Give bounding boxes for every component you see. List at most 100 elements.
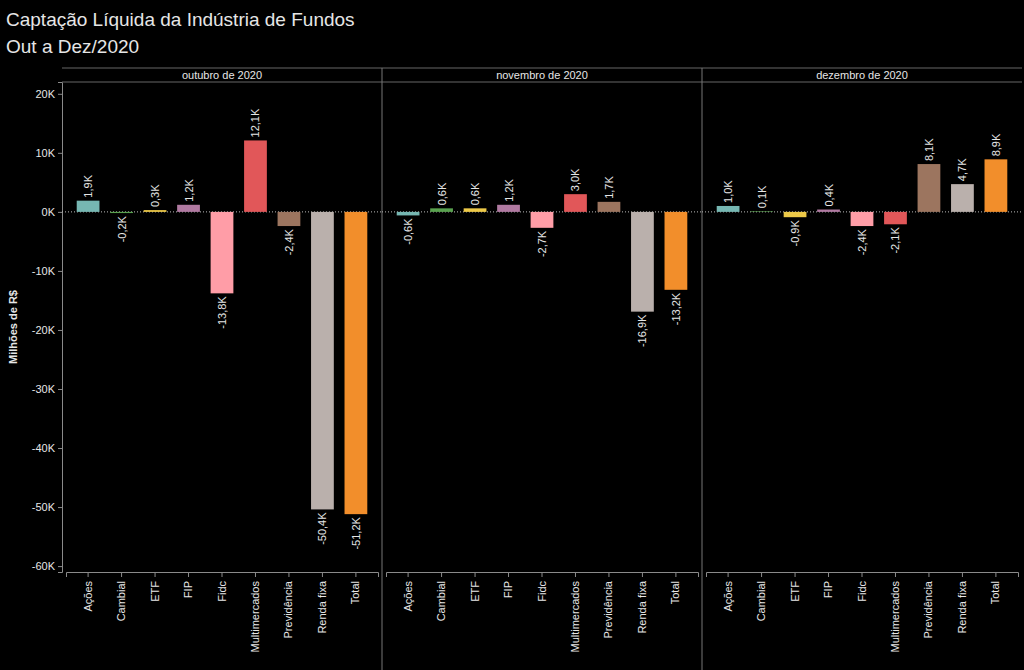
background	[0, 0, 1024, 670]
data-label: 1,7K	[603, 176, 615, 199]
y-tick: 20K	[35, 88, 62, 100]
bar	[951, 184, 974, 212]
y-tick-mark	[58, 94, 62, 95]
y-axis-title: Milhões de R$	[7, 290, 19, 364]
x-tick: ETF	[149, 572, 161, 602]
x-tick-label: Ações	[722, 581, 734, 612]
x-tick: Previdência	[282, 572, 294, 638]
data-label: -2,1K	[889, 227, 901, 254]
bar	[110, 212, 133, 213]
y-tick: 0K	[42, 206, 62, 218]
x-tick-mark	[222, 572, 223, 577]
x-tick-label: FIP	[182, 581, 194, 598]
x-tick-label: Multimercados	[569, 581, 581, 653]
y-tick: -20K	[32, 324, 62, 336]
x-tick-label: Fidc	[536, 581, 548, 602]
x-tick: Ações	[722, 572, 734, 612]
data-label: -13,2K	[670, 292, 682, 325]
data-label: -2,4K	[283, 228, 295, 255]
bar	[665, 212, 688, 290]
data-label: 1,2K	[503, 179, 515, 202]
x-tick-mark	[542, 572, 543, 577]
data-label: 1,2K	[183, 179, 195, 202]
x-tick-mark	[608, 572, 609, 577]
x-tick-label: Renda fixa	[316, 580, 328, 633]
x-axis-line	[67, 573, 379, 578]
x-tick: FIP	[502, 572, 514, 598]
x-tick-mark	[642, 572, 643, 577]
x-tick-label: Multimercados	[249, 581, 261, 653]
x-tick: Ações	[82, 572, 94, 612]
x-tick-label: Fidc	[216, 581, 228, 602]
data-label: -2,4K	[856, 228, 868, 255]
x-axis-line	[707, 573, 1019, 578]
x-tick: Cambial	[115, 572, 127, 621]
x-tick-mark	[795, 572, 796, 577]
bar	[884, 212, 907, 224]
x-tick: Previdência	[922, 572, 934, 638]
bar	[430, 208, 453, 212]
data-label: -16,9K	[636, 314, 648, 347]
x-axis: AçõesCambialETFFIPFidcMultimercadosPrevi…	[707, 572, 1019, 653]
data-label: 0,6K	[436, 182, 448, 205]
y-tick-label: -50K	[32, 501, 56, 513]
bar	[985, 159, 1008, 212]
data-label: 0,3K	[149, 184, 161, 207]
panel-separator	[702, 68, 703, 670]
data-label: -0,2K	[116, 215, 128, 242]
bar	[278, 212, 301, 226]
x-tick-label: Total	[989, 581, 1001, 604]
x-tick-mark	[675, 572, 676, 577]
x-tick: Multimercados	[249, 572, 261, 653]
x-tick-label: Multimercados	[889, 581, 901, 653]
y-axis-line	[58, 83, 63, 573]
x-tick-mark	[828, 572, 829, 577]
y-tick-mark	[58, 566, 62, 567]
x-tick-label: Total	[349, 581, 361, 604]
bar	[598, 202, 621, 212]
panel-title: outubro de 2020	[182, 69, 262, 81]
x-axis: AçõesCambialETFFIPFidcMultimercadosPrevi…	[387, 572, 699, 653]
x-tick-label: Renda fixa	[636, 580, 648, 633]
bar	[211, 212, 234, 293]
bar	[750, 211, 773, 213]
bar	[311, 212, 334, 510]
data-label: 0,1K	[756, 185, 768, 208]
x-tick-mark	[728, 572, 729, 577]
y-tick-label: -10K	[32, 265, 56, 277]
x-tick-mark	[995, 572, 996, 577]
x-tick-mark	[962, 572, 963, 577]
data-label: 8,1K	[923, 138, 935, 161]
y-tick-mark	[58, 271, 62, 272]
x-tick: ETF	[469, 572, 481, 602]
x-tick: Multimercados	[569, 572, 581, 653]
bar	[144, 210, 167, 212]
x-tick-mark	[441, 572, 442, 577]
data-label: -51,2K	[350, 516, 362, 549]
x-tick-label: FIP	[822, 581, 834, 598]
panel-separator	[382, 68, 383, 670]
bar	[464, 208, 487, 212]
x-tick: Total	[989, 572, 1001, 604]
data-label: 8,9K	[990, 133, 1002, 156]
data-label: -50,4K	[316, 512, 328, 545]
data-label: 1,0K	[722, 180, 734, 203]
x-tick: Renda fixa	[956, 572, 968, 634]
x-tick: Fidc	[856, 572, 868, 602]
y-tick-label: -30K	[32, 383, 56, 395]
x-tick: Renda fixa	[316, 572, 328, 634]
data-label: -13,8K	[216, 296, 228, 329]
bar	[784, 212, 807, 217]
bar	[244, 140, 267, 211]
x-tick: Cambial	[755, 572, 767, 621]
y-tick-mark	[58, 330, 62, 331]
y-tick-label: -40K	[32, 442, 56, 454]
bar	[397, 212, 420, 216]
bar	[497, 205, 520, 212]
data-labels: 1,9K-0,2K0,3K1,2K-13,8K12,1K-2,4K-50,4K-…	[82, 108, 362, 550]
chart: Captação Líquida da Indústria de FundosO…	[0, 0, 1024, 670]
x-tick-label: Fidc	[856, 581, 868, 602]
bar	[345, 212, 368, 514]
bars	[77, 140, 368, 514]
data-label: 0,4K	[823, 183, 835, 206]
